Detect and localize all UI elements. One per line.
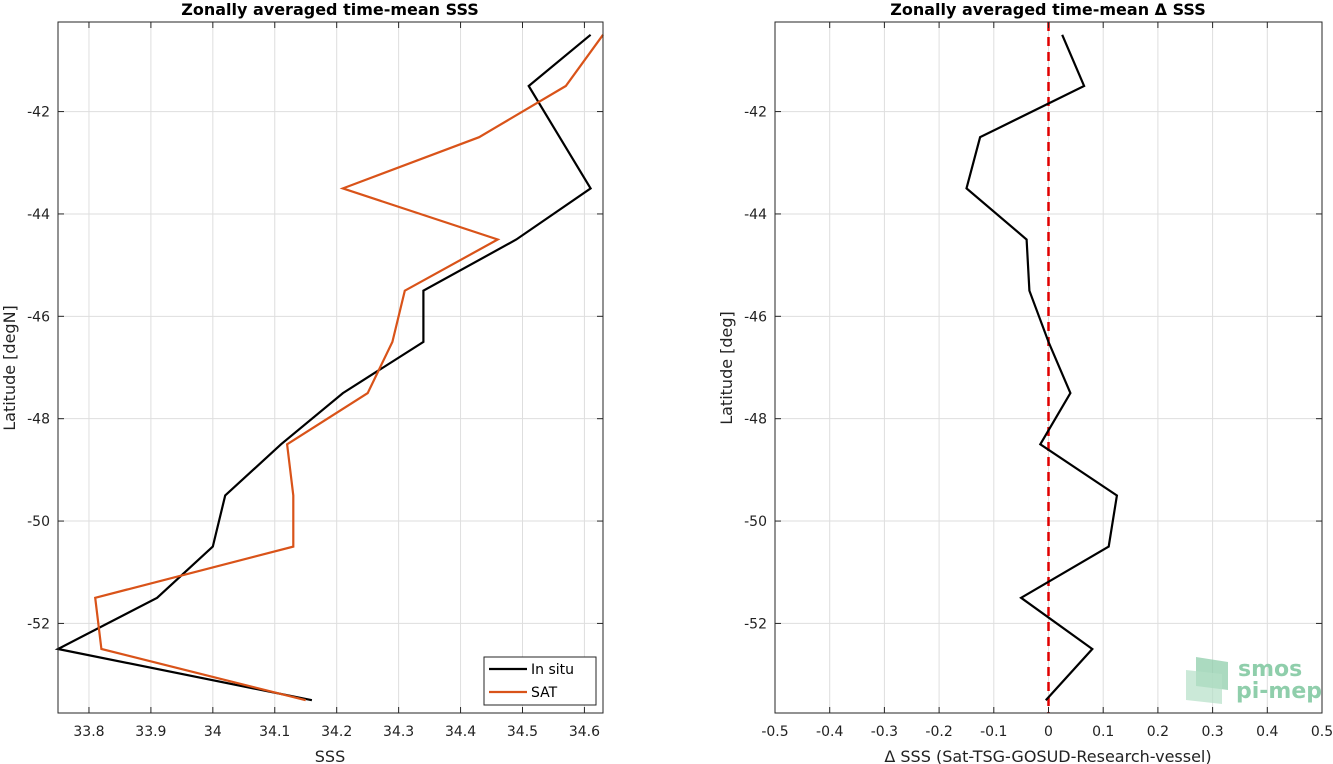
logo-mark-front <box>1186 670 1222 704</box>
y-tick-label: -52 <box>27 616 50 632</box>
series-line-sat <box>93 34 604 702</box>
data-sss <box>54 33 604 702</box>
smos-pi-mep-logo: smos pi-mep <box>1186 657 1322 704</box>
y-tick-label: -50 <box>744 514 767 530</box>
x-tick-label: -0.3 <box>871 724 898 740</box>
panel-sss: 33.8 33.9 34 34.1 34.2 34.3 34.4 34.5 34.6 -52 -50… <box>0 0 604 764</box>
legend-box <box>483 656 597 706</box>
y-tick-label: -50 <box>27 514 50 530</box>
y-axis-label-delta-sss: Latitude [deg] <box>717 311 736 425</box>
x-tick-label: -0.4 <box>816 724 843 740</box>
x-tick-label: 34.2 <box>321 724 352 740</box>
y-tick-label: -42 <box>27 105 50 121</box>
y-tick-label: -48 <box>744 412 767 428</box>
series-line-delta-sss <box>965 34 1119 701</box>
x-tick-label: 33.9 <box>135 724 166 740</box>
x-tick-label: -0.1 <box>980 724 1007 740</box>
x-tick-label: 0.5 <box>1311 724 1333 740</box>
y-tick-label: -48 <box>27 412 50 428</box>
legend-label-sat: SAT <box>531 685 558 701</box>
x-tick-label: -0.5 <box>761 724 788 740</box>
y-tick-label: -46 <box>744 309 767 325</box>
x-tick-label: 34.4 <box>445 724 476 740</box>
y-tick-label: -44 <box>744 207 767 223</box>
axes-box-sss <box>57 21 604 714</box>
series-line-in-situ <box>54 33 593 702</box>
x-axis-label-delta-sss: Δ SSS (Sat-TSG-GOSUD-Research-vessel) <box>884 747 1211 764</box>
ticks-delta-sss: -0.5 -0.4 -0.3 -0.2 -0.1 0 0.1 0.2 0.3 0.4 0.5 -52 -… <box>744 22 1333 740</box>
chart-title-sss: Zonally averaged time-mean SSS <box>181 0 479 19</box>
x-tick-label: 0.4 <box>1256 724 1278 740</box>
x-tick-label: 34.3 <box>383 724 414 740</box>
x-tick-label: 33.8 <box>73 724 104 740</box>
data-delta-sss <box>965 34 1119 701</box>
x-axis-label-sss: SSS <box>315 747 345 764</box>
x-tick-label: 34 <box>204 724 222 740</box>
y-tick-label: -46 <box>27 309 50 325</box>
y-tick-label: -44 <box>27 207 50 223</box>
x-tick-label: 0.3 <box>1201 724 1223 740</box>
y-tick-label: -42 <box>744 105 767 121</box>
logo-text-smos: smos <box>1238 657 1302 682</box>
y-tick-label: -52 <box>744 616 767 632</box>
y-axis-label-sss: Latitude [degN] <box>0 305 19 431</box>
legend-label-in-situ: In situ <box>531 662 574 678</box>
x-tick-label: 0.2 <box>1147 724 1169 740</box>
x-tick-label: 0.1 <box>1092 724 1114 740</box>
chart-title-delta-sss: Zonally averaged time-mean Δ SSS <box>890 0 1206 19</box>
panel-delta-sss: -0.5 -0.4 -0.3 -0.2 -0.1 0 0.1 0.2 0.3 0.4 0.5 -52 -… <box>717 0 1333 764</box>
ticks-sss: 33.8 33.9 34 34.1 34.2 34.3 34.4 34.5 34.6 -52 -50… <box>27 22 603 740</box>
grid-sss <box>58 22 603 713</box>
x-tick-label: 34.1 <box>259 724 290 740</box>
logo-text-pi-mep: pi-mep <box>1236 679 1322 704</box>
plot-area-sss <box>58 22 603 713</box>
x-tick-label: -0.2 <box>925 724 952 740</box>
legend: In situ SAT <box>483 656 597 706</box>
x-tick-label: 34.6 <box>569 724 600 740</box>
x-tick-label: 34.5 <box>507 724 538 740</box>
x-tick-label: 0 <box>1044 724 1053 740</box>
